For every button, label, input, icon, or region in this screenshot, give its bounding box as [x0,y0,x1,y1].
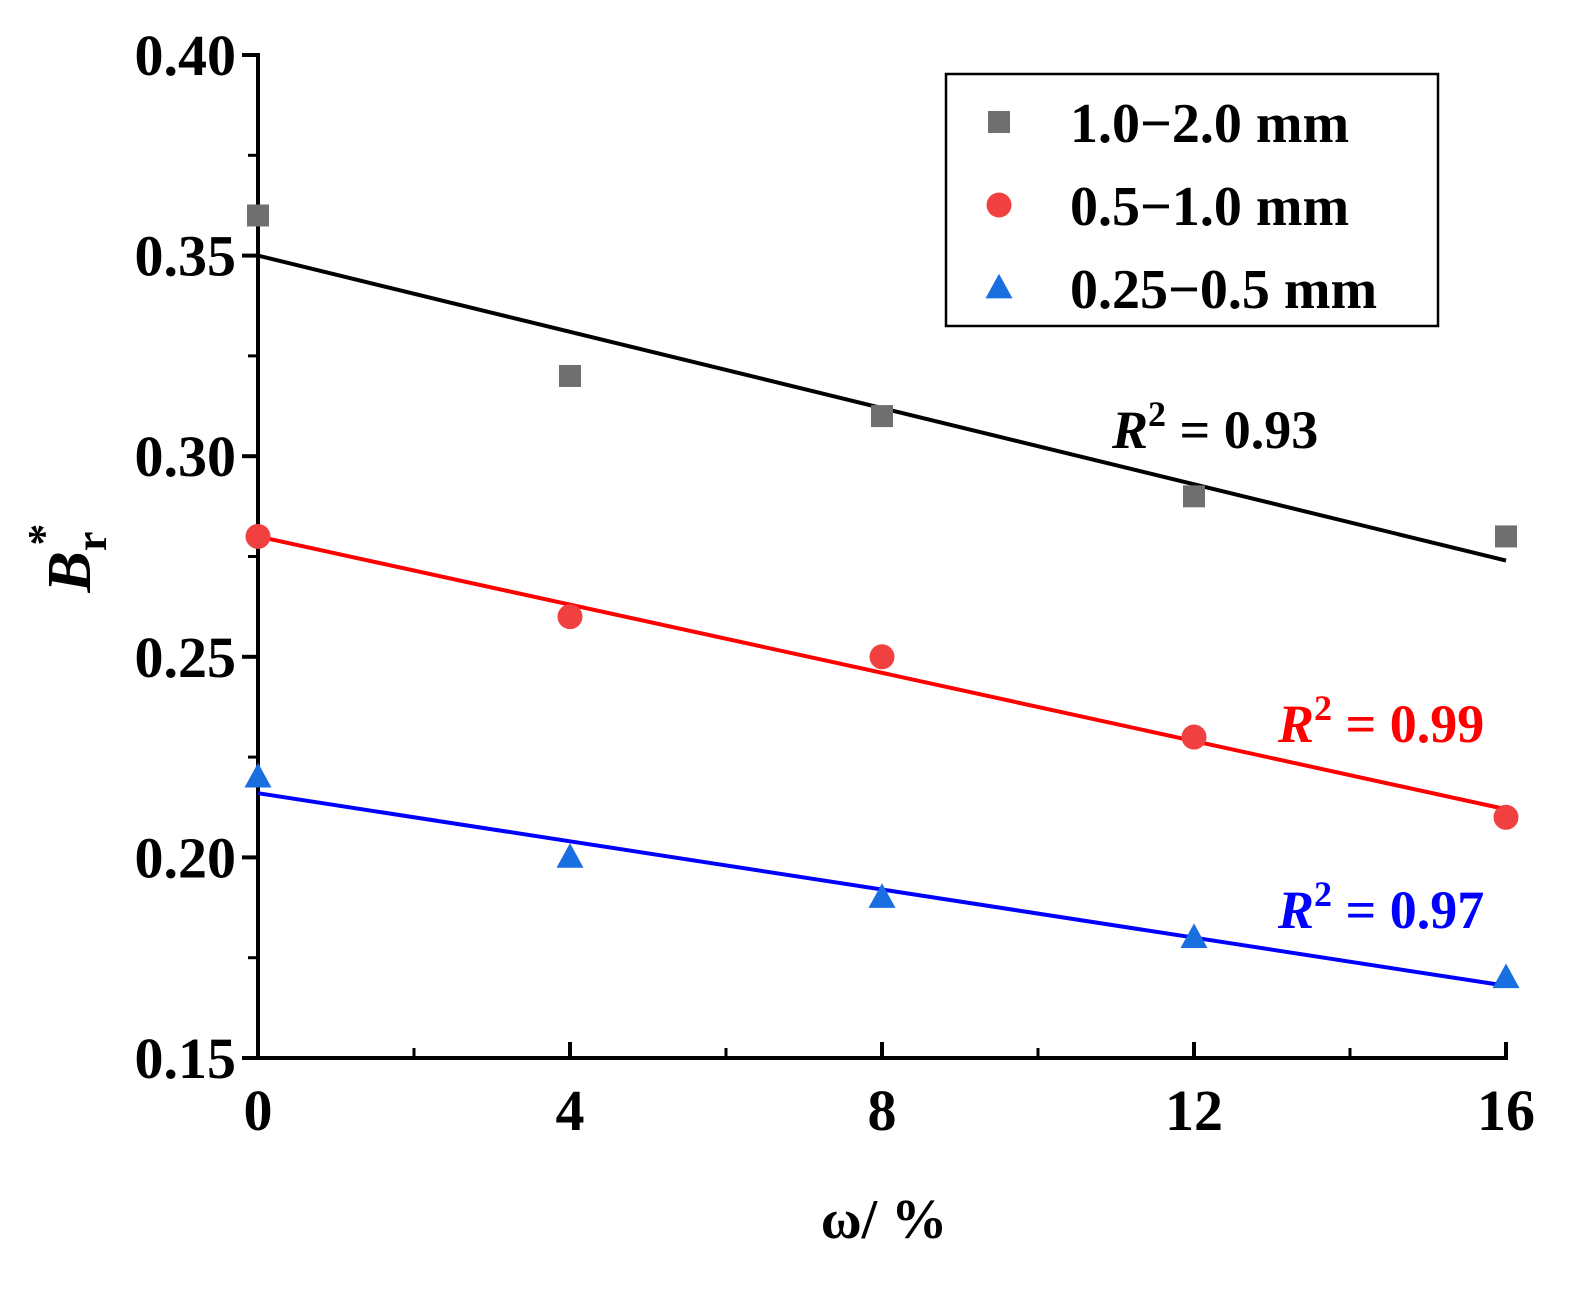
data-point-circle [557,604,583,630]
x-tick-label: 0 [244,1078,273,1143]
y-tick-label: 0.30 [135,424,237,489]
r2-label-square: R2 = 0.93 [1111,394,1318,460]
legend-marker-triangle [985,273,1013,299]
y-tick-label: 0.15 [135,1026,237,1091]
legend-marker-circle [986,192,1012,218]
legend-label: 1.0−2.0 mm [1070,93,1349,155]
x-tick-label: 8 [868,1078,897,1143]
data-point-square [1495,525,1517,548]
data-point-circle [245,523,271,549]
r2-label-triangle: R2 = 0.97 [1277,874,1484,940]
data-point-triangle [556,843,584,868]
y-tick-label: 0.35 [135,224,237,289]
r2-var: R [1111,400,1148,460]
r2-var: R [1277,694,1314,754]
data-point-square [871,405,893,428]
y-axis-label-main: B [36,551,104,593]
r2-value: = 0.97 [1332,880,1484,940]
x-tick-label: 12 [1165,1078,1223,1143]
data-point-triangle [868,883,896,908]
legend-marker-square [988,111,1010,133]
fit-line-circle [257,534,1507,812]
data-point-circle [1493,804,1519,830]
data-point-circle [1181,724,1207,750]
y-axis-label-sub: r [67,532,116,552]
data-point-triangle [244,762,272,788]
legend-label: 0.25−0.5 mm [1070,259,1377,321]
data-point-square [247,204,269,227]
y-axis-label-sup: * [19,524,68,546]
legend: 1.0−2.0 mm 0.5−1.0 mm 0.25−0.5 mm [944,72,1440,328]
x-tick-label: 4 [556,1078,585,1143]
r2-sup: 2 [1148,394,1166,434]
axes: 0.15 0.20 0.25 0.30 0.35 0.40 0 4 8 12 16 [135,23,1536,1143]
x-tick-label: 16 [1477,1078,1535,1143]
r2-value: = 0.99 [1332,694,1484,754]
r2-value: = 0.93 [1166,400,1318,460]
r2-label-circle: R2 = 0.99 [1277,688,1484,754]
x-axis-label: ω/ % [821,1189,948,1251]
data-point-triangle [1180,923,1208,948]
y-axis-label: Br* [19,524,116,594]
r2-sup: 2 [1314,874,1332,914]
data-point-circle [869,644,895,670]
r2-sup: 2 [1314,688,1332,728]
legend-label: 0.5−1.0 mm [1070,176,1349,238]
y-tick-label: 0.20 [135,825,237,890]
data-point-square [559,364,581,387]
y-tick-label: 0.25 [135,625,237,690]
r2-var: R [1277,880,1314,940]
y-tick-label: 0.40 [135,23,237,88]
data-point-square [1183,485,1205,508]
data-point-triangle [1492,963,1520,989]
axis-labels: ω/ % Br* [19,524,947,1251]
data-points [244,204,1520,989]
legend-box [944,72,1440,328]
